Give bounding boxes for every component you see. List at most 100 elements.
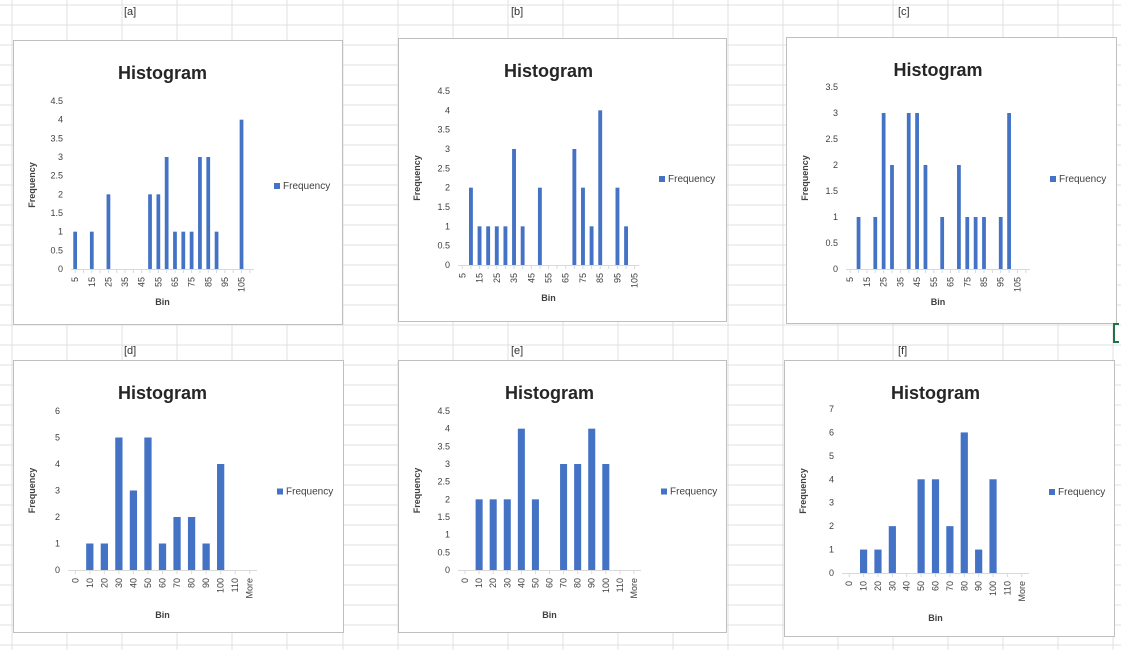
x-tick-label: 105 bbox=[630, 273, 640, 288]
y-tick-label: 2 bbox=[55, 512, 60, 522]
x-axis-label: Bin bbox=[928, 613, 943, 623]
x-tick-label: 40 bbox=[516, 578, 526, 588]
x-tick-label: 0 bbox=[460, 578, 470, 583]
histogram-chart: Histogram Frequency 0 0.5 1 1.5 2 2.5 3 3.5 4 4.5 5 1… bbox=[27, 63, 330, 307]
x-tick-label: 50 bbox=[143, 578, 153, 588]
chart-panel-b[interactable]: Histogram Frequency 0 0.5 1 1.5 2 2.5 3 3.5 4 4.5 5 1… bbox=[398, 38, 727, 322]
legend-label: Frequency bbox=[668, 174, 715, 185]
histogram-bar bbox=[202, 543, 210, 570]
y-tick-label: 3 bbox=[833, 108, 838, 118]
histogram-bar bbox=[859, 549, 868, 573]
y-axis-label: Frequency bbox=[412, 155, 422, 201]
x-tick-label: 20 bbox=[99, 578, 109, 588]
y-tick-label: 3 bbox=[445, 144, 450, 154]
x-tick-label: 15 bbox=[475, 273, 485, 283]
x-tick-label: 90 bbox=[587, 578, 597, 588]
chart-panel-f[interactable]: Histogram Frequency 0 1 2 3 4 5 6 7 0 10 20 30 40 50 60 7… bbox=[784, 360, 1115, 637]
x-tick-label: 100 bbox=[988, 581, 998, 596]
legend-label: Frequency bbox=[670, 487, 717, 498]
x-tick-label: 70 bbox=[945, 581, 955, 591]
histogram-bar bbox=[181, 231, 186, 269]
histogram-bar bbox=[624, 226, 629, 265]
x-tick-label: 30 bbox=[502, 578, 512, 588]
y-tick-label: 1 bbox=[833, 212, 838, 222]
cell-label-e: [e] bbox=[511, 345, 524, 357]
x-tick-label: 15 bbox=[862, 277, 872, 287]
legend-swatch bbox=[274, 183, 280, 189]
y-tick-label: 1 bbox=[445, 221, 450, 231]
y-tick-label: 1.5 bbox=[50, 208, 63, 218]
x-tick-label: 0 bbox=[70, 578, 80, 583]
histogram-bar bbox=[989, 479, 997, 573]
chart-panel-d[interactable]: Histogram Frequency 0 1 2 3 4 5 6 0 10 20 30 40 50 60 70… bbox=[13, 360, 344, 633]
x-tick-label: 55 bbox=[153, 277, 163, 287]
x-tick-label: More bbox=[245, 578, 255, 599]
histogram-bar bbox=[512, 149, 516, 265]
histogram-bar bbox=[960, 432, 968, 573]
histogram-bar bbox=[468, 187, 473, 265]
x-tick-label: 80 bbox=[959, 581, 969, 591]
histogram-chart: Histogram Frequency 0 0.5 1 1.5 2 2.5 3 3.5 4 4.5 5 1… bbox=[412, 61, 715, 303]
histogram-bar bbox=[572, 149, 577, 265]
y-tick-label: 2.5 bbox=[50, 171, 63, 181]
histogram-bar bbox=[106, 194, 111, 269]
histogram-bar bbox=[144, 437, 152, 570]
histogram-bar bbox=[975, 549, 983, 573]
y-tick-label: 0 bbox=[445, 565, 450, 575]
y-axis-label: Frequency bbox=[798, 468, 808, 514]
x-tick-label: 25 bbox=[879, 277, 889, 287]
histogram-bar bbox=[598, 110, 603, 265]
legend-swatch bbox=[1049, 489, 1055, 495]
x-tick-label: 65 bbox=[561, 273, 571, 283]
x-axis-label: Bin bbox=[931, 297, 946, 307]
y-tick-label: 5 bbox=[55, 433, 60, 443]
x-tick-label: 85 bbox=[203, 277, 213, 287]
histogram-bar bbox=[503, 499, 511, 570]
y-tick-label: 2 bbox=[445, 494, 450, 504]
histogram-bar bbox=[574, 464, 582, 570]
x-tick-label: 75 bbox=[962, 277, 972, 287]
cell-label-c: [c] bbox=[898, 6, 910, 18]
y-tick-label: 1 bbox=[829, 545, 834, 555]
y-tick-label: 4.5 bbox=[437, 86, 450, 96]
histogram-bar bbox=[173, 517, 181, 570]
x-tick-label: 95 bbox=[220, 277, 230, 287]
cell-selection-marker bbox=[1113, 323, 1119, 343]
chart-panel-a[interactable]: Histogram Frequency 0 0.5 1 1.5 2 2.5 3 3.5 4 4.5 5 1… bbox=[13, 40, 343, 325]
y-tick-label: 2.5 bbox=[437, 477, 450, 487]
x-tick-label: 60 bbox=[931, 581, 941, 591]
histogram-bar bbox=[206, 157, 211, 269]
histogram-chart: Histogram Frequency 0 0.5 1 1.5 2 2.5 3 3.5 5 15 25 3… bbox=[800, 60, 1106, 307]
y-tick-label: 0.5 bbox=[825, 238, 838, 248]
histogram-bar bbox=[156, 194, 161, 269]
chart-panel-c[interactable]: Histogram Frequency 0 0.5 1 1.5 2 2.5 3 3.5 5 15 25 3… bbox=[786, 37, 1117, 324]
x-tick-label: 5 bbox=[845, 277, 855, 282]
histogram-bar bbox=[537, 187, 542, 265]
histogram-bar bbox=[874, 549, 882, 573]
chart-title: Histogram bbox=[505, 383, 594, 403]
chart-panel-e[interactable]: Histogram Frequency 0 0.5 1 1.5 2 2.5 3 3.5 4 4.5 0 1… bbox=[398, 360, 727, 633]
cell-label-b: [b] bbox=[511, 6, 524, 18]
x-tick-label: 75 bbox=[578, 273, 588, 283]
histogram-bar bbox=[477, 226, 482, 265]
y-axis-label: Frequency bbox=[27, 468, 37, 514]
x-tick-label: 80 bbox=[573, 578, 583, 588]
y-tick-label: 4 bbox=[445, 105, 450, 115]
cell-label-a: [a] bbox=[124, 6, 137, 18]
histogram-bar bbox=[873, 217, 878, 269]
y-tick-label: 0 bbox=[445, 260, 450, 270]
legend-label: Frequency bbox=[286, 487, 333, 498]
x-tick-label: 105 bbox=[237, 277, 247, 292]
y-axis-label: Frequency bbox=[412, 468, 422, 514]
chart-title: Histogram bbox=[504, 61, 593, 81]
histogram-bar bbox=[946, 526, 954, 573]
x-tick-label: 95 bbox=[996, 277, 1006, 287]
y-tick-label: 3.5 bbox=[825, 82, 838, 92]
y-tick-label: 2.5 bbox=[825, 134, 838, 144]
histogram-bar bbox=[239, 119, 244, 270]
x-tick-label: 105 bbox=[1012, 277, 1022, 292]
x-tick-label: 100 bbox=[216, 578, 226, 593]
y-tick-label: 0.5 bbox=[50, 245, 63, 255]
histogram-bar bbox=[164, 157, 169, 269]
